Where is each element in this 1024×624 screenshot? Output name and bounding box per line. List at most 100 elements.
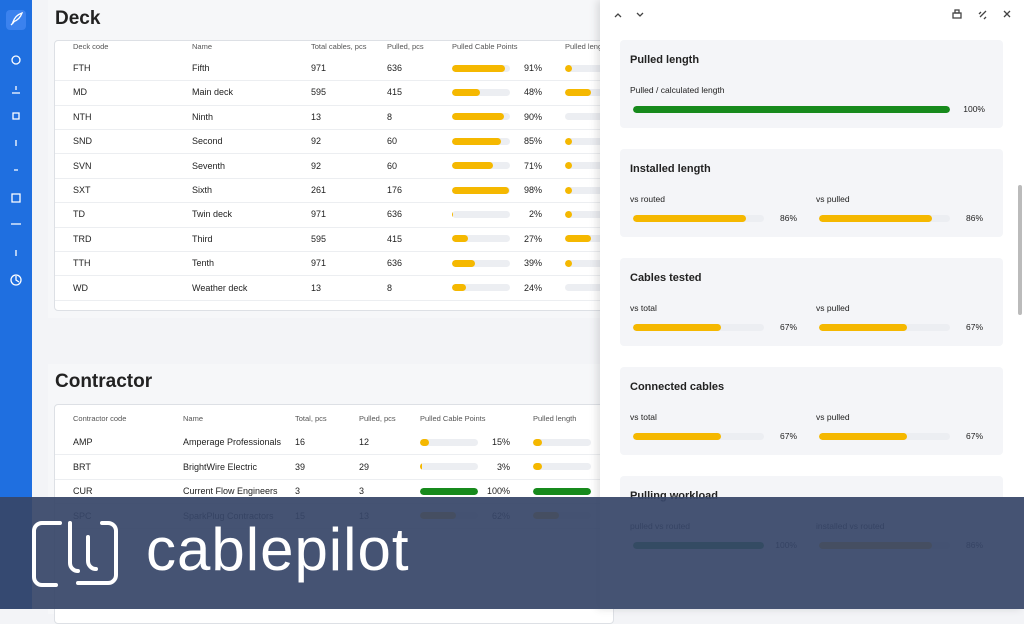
row-divider — [55, 80, 600, 82]
metric-card — [620, 40, 1003, 128]
column-header: Name — [192, 42, 213, 51]
cell-name: Current Flow Engineers — [183, 486, 278, 496]
progress-track — [819, 323, 950, 331]
cell-code: BRT — [73, 461, 91, 472]
column-header: Pulled, pcs — [387, 42, 424, 51]
metric-percent: 67% — [779, 431, 797, 441]
progress-fill — [565, 137, 572, 145]
progress-track — [565, 64, 623, 72]
row-divider — [55, 299, 600, 301]
cell-code: FTH — [73, 63, 91, 73]
cell-total: 971 — [311, 258, 327, 269]
cell-total: 13 — [311, 111, 322, 122]
progress-track — [533, 487, 591, 495]
row-divider — [55, 177, 600, 179]
progress-fill — [420, 463, 422, 470]
progress-track — [420, 463, 478, 470]
logo-text: cablepilot — [146, 516, 410, 583]
row-divider — [55, 275, 600, 277]
progress-fill — [452, 88, 480, 96]
progress-fill — [452, 137, 502, 145]
cell-percent: 91% — [523, 63, 542, 73]
progress-fill — [452, 186, 509, 194]
cell-code: NTH — [73, 111, 92, 122]
cell-pulled: 8 — [387, 282, 393, 293]
progress-track — [533, 438, 591, 446]
card-title: Pulled length — [630, 54, 700, 66]
metric-percent: 67% — [779, 322, 797, 332]
column-header: Name — [183, 414, 204, 423]
cell-pulled: 636 — [387, 209, 403, 220]
cell-total: 971 — [311, 63, 327, 73]
cell-code: SXT — [73, 185, 91, 195]
progress-fill — [533, 438, 542, 446]
metric-percent: 67% — [965, 431, 983, 441]
cell-pulled: 8 — [387, 111, 393, 122]
progress-fill — [565, 210, 572, 218]
cell-pulled: 29 — [359, 461, 370, 472]
row-divider — [55, 153, 600, 155]
scrollbar[interactable] — [1018, 185, 1022, 315]
progress-fill — [420, 438, 429, 446]
panel-toolbar[interactable] — [600, 0, 1024, 30]
row-divider — [55, 129, 600, 130]
progress-track — [452, 137, 510, 145]
progress-fill — [565, 88, 592, 96]
row-divider — [55, 104, 600, 106]
column-header: Total cables, pcs — [311, 42, 367, 51]
cell-percent: 3% — [496, 461, 510, 472]
column-header: Pulled length — [565, 42, 609, 51]
progress-track — [452, 113, 510, 121]
cell-percent: 27% — [523, 233, 542, 244]
cell-pulled: 415 — [387, 233, 403, 244]
cell-name: Amperage Professionals — [183, 437, 282, 447]
progress-track — [452, 259, 510, 267]
progress-track — [565, 137, 623, 145]
progress-track — [633, 214, 764, 222]
column-header: Contractor code — [73, 414, 127, 423]
progress-track — [533, 463, 591, 470]
cell-total: 595 — [311, 87, 327, 98]
card-title: Cables tested — [630, 272, 702, 284]
cell-code: SVN — [73, 160, 92, 171]
progress-fill — [565, 64, 572, 72]
cell-percent: 24% — [523, 282, 542, 293]
progress-track — [452, 284, 510, 292]
progress-track — [452, 88, 510, 96]
cell-code: TD — [73, 209, 85, 220]
cell-pulled: 60 — [387, 136, 398, 147]
progress-fill — [452, 162, 494, 170]
progress-track — [565, 259, 623, 267]
progress-fill — [633, 105, 950, 113]
row-divider — [55, 478, 600, 480]
card-title: Installed length — [630, 163, 711, 175]
cell-total: 92 — [311, 160, 322, 171]
progress-track — [452, 64, 510, 72]
cell-pulled: 12 — [359, 437, 370, 447]
metric-percent: 100% — [963, 104, 985, 114]
cell-name: Second — [192, 136, 223, 147]
progress-fill — [533, 487, 591, 495]
deck-table-box — [54, 40, 614, 311]
cell-pulled: 176 — [387, 185, 403, 195]
column-header: Deck code — [73, 42, 109, 51]
cell-code: CUR — [73, 486, 93, 496]
progress-track — [420, 438, 478, 446]
column-header: Pulled length — [533, 414, 577, 423]
row-divider — [55, 226, 600, 228]
cell-name: Ninth — [192, 111, 214, 122]
cell-total: 16 — [295, 437, 306, 447]
cell-name: Sixth — [192, 185, 213, 195]
progress-fill — [633, 214, 746, 222]
cell-total: 595 — [311, 233, 327, 244]
progress-fill — [633, 323, 721, 331]
progress-fill — [819, 214, 932, 222]
progress-track — [452, 186, 510, 194]
cell-percent: 2% — [528, 209, 542, 220]
progress-track — [565, 210, 623, 218]
progress-track — [565, 162, 623, 170]
cell-pulled: 636 — [387, 258, 403, 269]
metric-percent: 86% — [779, 213, 797, 223]
progress-fill — [565, 235, 592, 243]
progress-fill — [452, 235, 468, 243]
